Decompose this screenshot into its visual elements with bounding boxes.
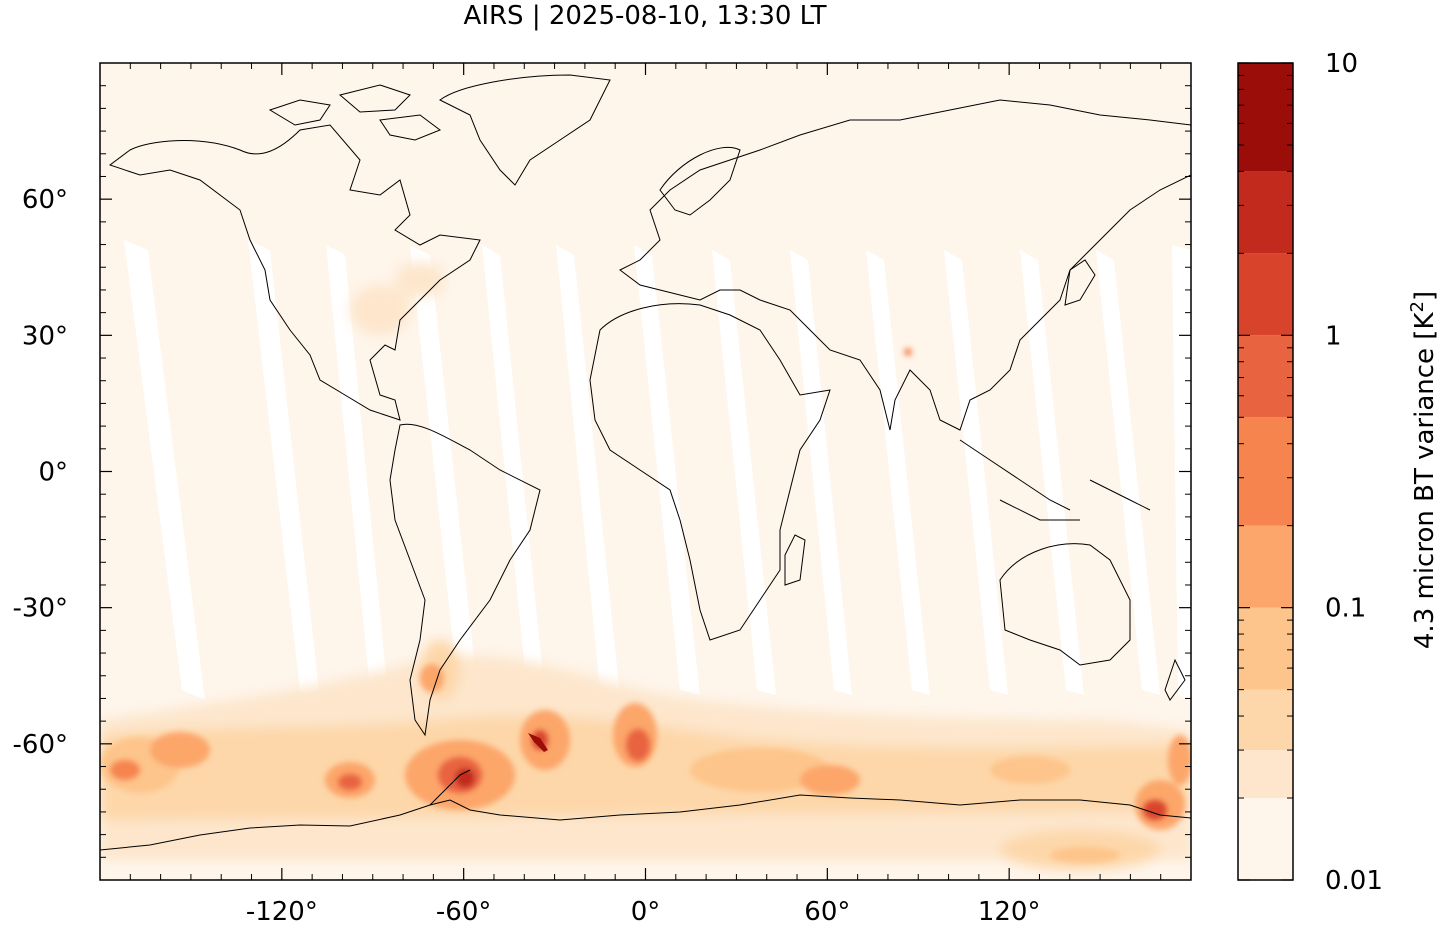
colorbar-band xyxy=(1238,253,1293,336)
colorbar-tick-label: 10 xyxy=(1325,49,1358,79)
y-tick-label: -30° xyxy=(13,594,68,624)
swath-gaps xyxy=(124,240,1191,775)
variance-mid xyxy=(100,348,1191,863)
y-tick-label: 60° xyxy=(22,185,68,215)
colorbar-bands xyxy=(1238,63,1293,880)
colorbar-label: 4.3 micron BT variance [K2] xyxy=(1407,291,1440,649)
colorbar-band xyxy=(1238,525,1293,608)
colorbar-band xyxy=(1238,798,1293,880)
colorbar-frame xyxy=(1237,62,1294,881)
colorbar-band xyxy=(1238,689,1293,751)
chart-title: AIRS | 2025-08-10, 13:30 LT xyxy=(464,1,827,31)
x-tick-label: -60° xyxy=(436,897,491,927)
colorbar-band xyxy=(1238,417,1293,526)
map-panel: -120° -60° 0° 60° 120° 60° 30° 0° -30° -60° xyxy=(13,62,1192,927)
x-tick-label: -120° xyxy=(246,897,318,927)
colorbar-band xyxy=(1238,335,1293,418)
colorbar-band xyxy=(1238,750,1293,799)
y-tick-label: 30° xyxy=(22,321,68,351)
y-tick-label: 0° xyxy=(38,458,68,488)
map-ticks: -120° -60° 0° 60° 120° 60° 30° 0° -30° -60° xyxy=(13,63,1191,927)
colorbar-band xyxy=(1238,171,1293,254)
colorbar-band xyxy=(1238,63,1293,172)
coastlines xyxy=(100,74,1191,851)
colorbar-ticks: 10 1 0.1 0.01 xyxy=(1238,49,1383,896)
colorbar-band xyxy=(1238,607,1293,690)
colorbar-tick-label: 0.1 xyxy=(1325,594,1366,624)
colorbar-tick-label: 0.01 xyxy=(1325,866,1383,896)
colorbar-tick-label: 1 xyxy=(1325,321,1342,351)
variance-peak xyxy=(528,733,548,752)
x-tick-label: 60° xyxy=(804,897,850,927)
y-tick-label: -60° xyxy=(13,730,68,760)
data-layer xyxy=(100,240,1191,870)
colorbar: 10 1 0.1 0.01 4.3 micron BT variance [K2] xyxy=(1237,49,1440,896)
x-tick-label: 0° xyxy=(631,897,661,927)
x-tick-label: 120° xyxy=(978,897,1041,927)
